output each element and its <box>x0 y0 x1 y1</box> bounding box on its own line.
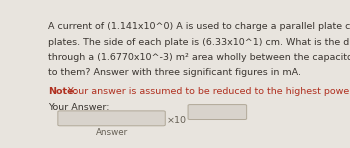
Text: A current of (1.141x10^0) A is used to charge a parallel plate capacitor with sq: A current of (1.141x10^0) A is used to c… <box>48 22 350 31</box>
FancyBboxPatch shape <box>188 105 247 120</box>
Text: plates. The side of each plate is (6.33x10^1) cm. What is the displacement curre: plates. The side of each plate is (6.33x… <box>48 38 350 47</box>
FancyBboxPatch shape <box>58 111 165 126</box>
Text: through a (1.6770x10^-3) m² area wholly between the capacitor plates and paralle: through a (1.6770x10^-3) m² area wholly … <box>48 53 350 62</box>
Text: Your Answer:: Your Answer: <box>48 103 109 112</box>
Text: to them? Answer with three significant figures in mA.: to them? Answer with three significant f… <box>48 69 301 77</box>
Text: Your answer is assumed to be reduced to the highest power possible.: Your answer is assumed to be reduced to … <box>65 87 350 96</box>
Text: Note:: Note: <box>48 87 77 96</box>
Text: Answer: Answer <box>96 128 128 137</box>
Text: ×10: ×10 <box>167 116 187 125</box>
